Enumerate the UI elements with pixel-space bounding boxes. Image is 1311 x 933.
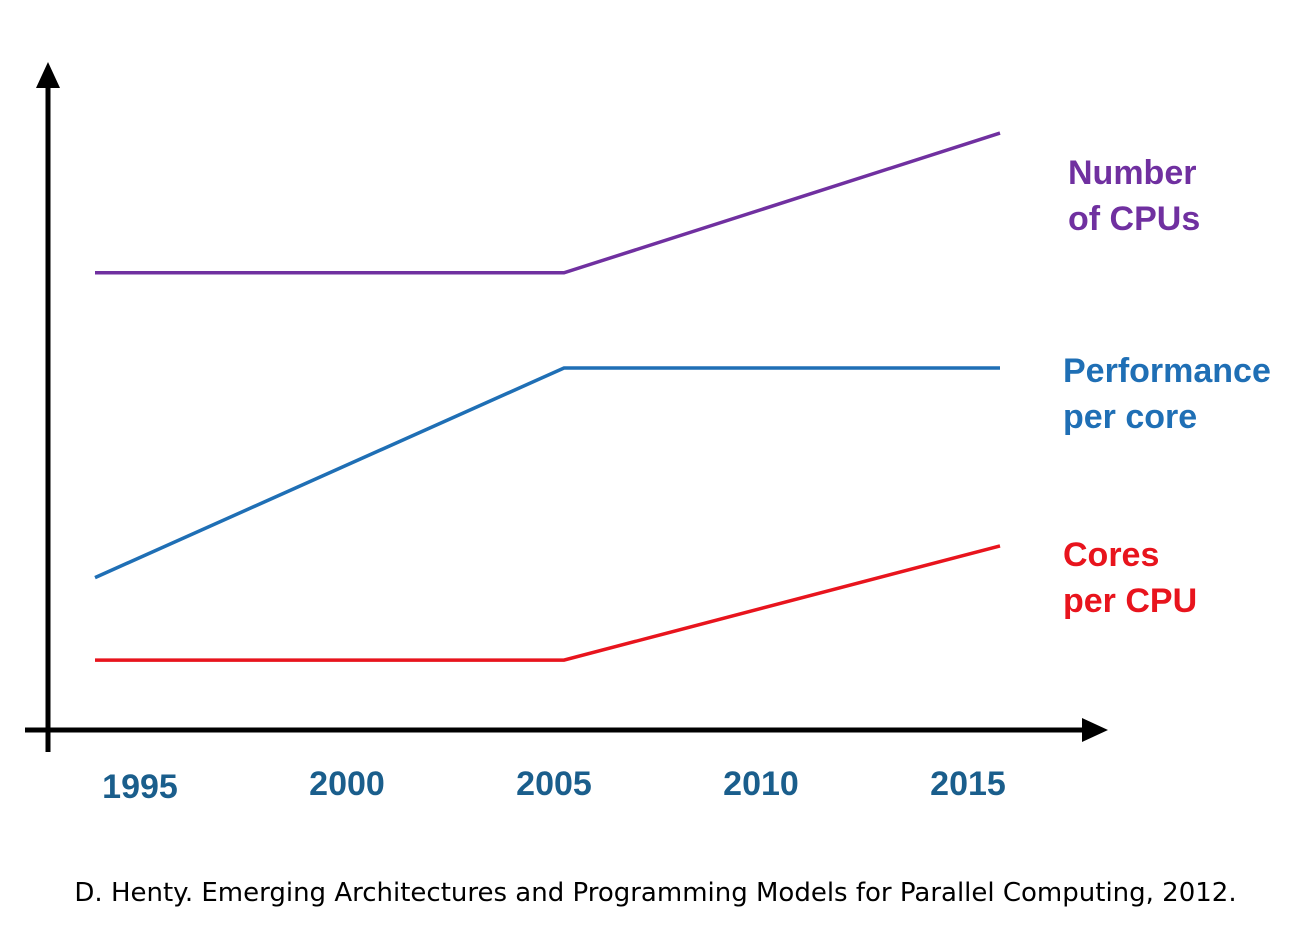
series-labels: Number of CPUs Performance per core Cores per…	[1063, 154, 1271, 620]
x-tick-labels: 1995 2000 2005 2010 2015	[102, 765, 1006, 806]
x-axis-arrowhead	[1082, 718, 1108, 742]
x-tick-label-1995: 1995	[102, 768, 178, 806]
axes	[25, 62, 1108, 752]
x-tick-label-2000: 2000	[309, 765, 385, 803]
y-axis-arrowhead	[36, 62, 60, 88]
series-line-2	[94, 366, 1000, 580]
x-tick-label-2005: 2005	[516, 765, 592, 803]
series-label-1-line-2: of CPUs	[1068, 200, 1200, 238]
series-label-3-line-1: Cores	[1063, 536, 1159, 574]
x-tick-label-2010: 2010	[723, 765, 799, 803]
series-line-3	[95, 544, 1001, 662]
citation-text: D. Henty. Emerging Architectures and Pro…	[74, 878, 1237, 908]
series-lines	[94, 131, 1001, 662]
series-label-2-line-1: Performance	[1063, 352, 1271, 390]
series-label-1-line-1: Number	[1068, 154, 1196, 192]
x-tick-label-2015: 2015	[930, 765, 1006, 803]
series-label-3-line-2: per CPU	[1063, 582, 1197, 620]
series-label-2-line-2: per core	[1063, 398, 1197, 436]
series-line-1	[95, 131, 1001, 275]
